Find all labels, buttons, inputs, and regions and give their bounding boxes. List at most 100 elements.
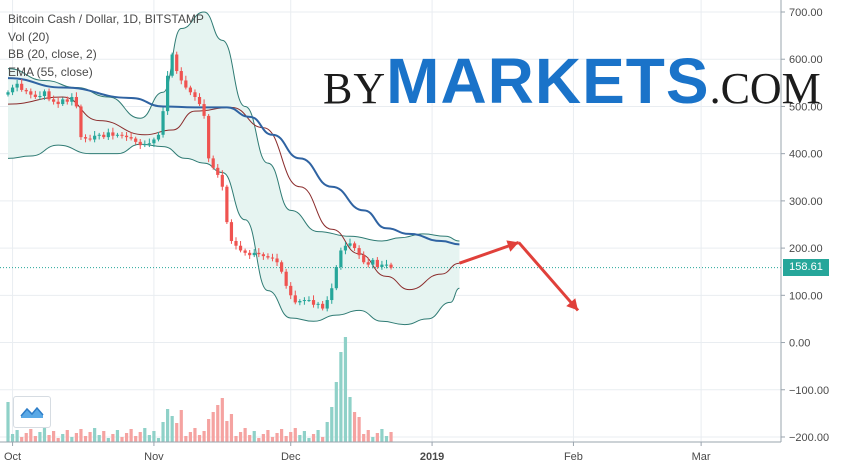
candlesticks [6, 51, 393, 312]
volume-bar [248, 435, 252, 442]
volume-bar [330, 407, 334, 442]
candle-body [270, 257, 275, 259]
watermark-by: BY [323, 64, 387, 113]
volume-bar [179, 410, 183, 442]
candle-body [284, 271, 288, 286]
y-tick-label: −100.00 [789, 385, 829, 397]
candle-body [97, 134, 101, 136]
volume-bar [371, 437, 375, 442]
volume-bar [202, 431, 206, 442]
volume-bar [311, 434, 316, 442]
volume-bar [124, 433, 129, 442]
volume-bar [111, 434, 115, 442]
bollinger-upper-line [7, 11, 460, 242]
candle-body [252, 252, 256, 256]
candle-body [229, 222, 234, 242]
volume-bar [197, 435, 202, 442]
volume-bar [161, 422, 165, 442]
volume-bar [375, 433, 379, 442]
candle-body [371, 259, 375, 265]
candle-body [124, 135, 129, 138]
x-tick-label: 2019 [420, 451, 444, 463]
candle-body [111, 132, 115, 136]
candle-body [47, 91, 51, 100]
candle-body [152, 139, 156, 144]
y-tick-label: 100.00 [789, 290, 823, 302]
candle-body [102, 134, 106, 138]
volume-bar [321, 437, 325, 442]
volume-bar [56, 438, 60, 442]
volume-bar [184, 436, 188, 442]
candle-body [211, 158, 215, 168]
candle-body [275, 258, 279, 263]
candle-body [321, 303, 325, 309]
volume-bar [79, 429, 83, 442]
volume-bar [106, 438, 110, 442]
volume-bar [261, 434, 265, 442]
candle-body [184, 80, 188, 88]
candle-body [352, 243, 357, 249]
volume-bar [280, 429, 284, 442]
candle-body [238, 245, 243, 251]
candle-body [216, 167, 220, 175]
candle-body [147, 143, 151, 145]
forecast-arrowhead [506, 240, 519, 252]
candle-body [362, 255, 366, 263]
volume-bar [29, 429, 33, 442]
volume-bar [93, 428, 97, 442]
volume-bar [348, 397, 352, 442]
legend-volume: Vol (20) [8, 29, 50, 44]
volume-bar [384, 436, 389, 442]
candle-body [10, 87, 15, 93]
candle-body [74, 96, 78, 107]
candle-body [339, 250, 343, 267]
candle-body [261, 254, 265, 257]
candle-body [330, 288, 334, 301]
volume-bar [380, 429, 384, 442]
candle-body [143, 144, 147, 146]
volume-bar [293, 428, 297, 442]
axes: 700.00 600.00 500.00 400.00 300.00 200.00 100.… [0, 0, 829, 463]
volume-bar [20, 437, 24, 442]
volume-bar [362, 434, 366, 442]
candle-body [311, 300, 316, 305]
ema-55-line [7, 77, 460, 246]
candle-body [134, 138, 138, 142]
volume-bar [366, 430, 370, 442]
volume-bar [147, 435, 151, 442]
last-price-tag: 158.61 [783, 259, 829, 276]
candle-body [207, 115, 211, 159]
candle-body [83, 137, 88, 139]
volume-bar [234, 436, 238, 442]
candle-body [56, 101, 60, 105]
candle-body [129, 137, 133, 139]
forecast-arrow-down [517, 241, 580, 312]
bollinger-basis-line [7, 96, 460, 291]
candle-body [42, 91, 47, 97]
volume-bar [156, 438, 161, 442]
volume-bar [175, 423, 179, 442]
y-tick-label: 0.00 [789, 338, 810, 350]
candle-body [266, 256, 270, 258]
volume-bar [325, 422, 329, 442]
candle-body [175, 54, 179, 72]
candle-body [15, 83, 19, 88]
volume-bar [61, 434, 65, 442]
volume-bar [33, 436, 37, 442]
volume-bar [138, 432, 142, 442]
candle-body [293, 295, 297, 303]
volume-bar [284, 436, 288, 442]
candle-body [389, 264, 393, 268]
volume-bar [129, 429, 133, 442]
volume-bar [10, 434, 15, 442]
volume-bar [115, 430, 120, 442]
volume-bar [83, 436, 88, 442]
candle-body [366, 262, 370, 265]
volume-bar [275, 433, 279, 442]
candle-body [202, 104, 206, 116]
tradingview-logo-icon[interactable] [13, 396, 51, 428]
volume-bar [143, 428, 147, 442]
y-tick-label: 500.00 [789, 101, 823, 113]
candle-body [257, 252, 261, 255]
candle-body [70, 96, 74, 102]
